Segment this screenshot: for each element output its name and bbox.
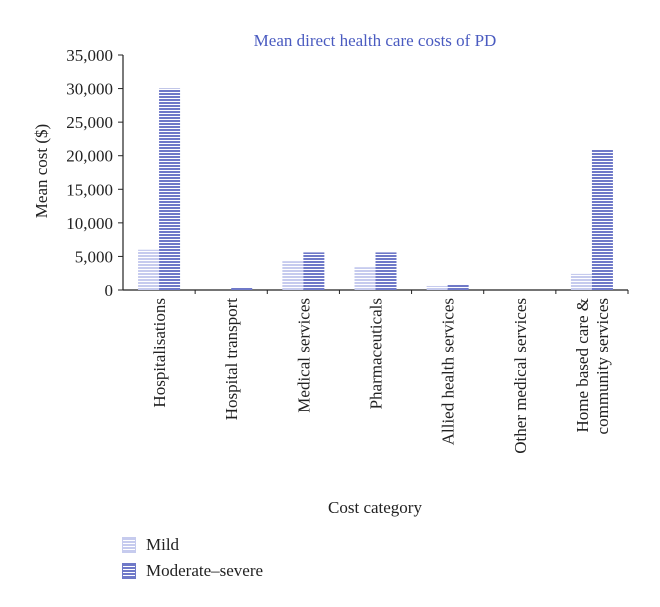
bar-moderate-severe-medical-services xyxy=(303,252,325,290)
bar-mild-home-based-care-community-services xyxy=(570,273,592,290)
y-tick-label: 15,000 xyxy=(66,180,113,199)
legend-item-mild: Mild xyxy=(122,532,263,558)
x-tick-label-medical-services: Medical services xyxy=(294,298,313,413)
bar-moderate-severe-home-based-care-community-services xyxy=(591,149,613,290)
y-axis-label: Mean cost ($) xyxy=(32,124,51,218)
x-tick-label-allied-health-services: Allied health services xyxy=(439,298,458,445)
x-tick-label-hospitalisations: Hospitalisations xyxy=(150,298,169,408)
y-tick-label: 25,000 xyxy=(66,113,113,132)
legend: Mild Moderate–severe xyxy=(122,532,263,584)
y-tick-label: 10,000 xyxy=(66,214,113,233)
bar-mild-allied-health-services xyxy=(426,285,448,290)
y-tick-label: 20,000 xyxy=(66,147,113,166)
x-tick-label-hospital-transport: Hospital transport xyxy=(222,298,241,421)
chart-title: Mean direct health care costs of PD xyxy=(254,31,497,50)
y-tick-label: 35,000 xyxy=(66,46,113,65)
x-tick-label-pharmaceuticals: Pharmaceuticals xyxy=(367,298,386,409)
y-tick-label: 5,000 xyxy=(75,247,113,266)
bar-moderate-severe-pharmaceuticals xyxy=(375,252,397,290)
legend-label-moderate-severe: Moderate–severe xyxy=(146,561,264,580)
bar-moderate-severe-hospital-transport xyxy=(231,287,253,290)
legend-item-moderate-severe: Moderate–severe xyxy=(122,558,263,584)
legend-label-mild: Mild xyxy=(146,535,180,554)
bar-mild-medical-services xyxy=(282,261,304,290)
x-tick-label-home-based-care-community-services: Home based care &community services xyxy=(573,298,612,434)
bar-mild-pharmaceuticals xyxy=(354,267,376,290)
bar-moderate-severe-allied-health-services xyxy=(447,284,469,290)
legend-swatch-moderate-severe xyxy=(122,563,136,579)
y-tick-label: 0 xyxy=(105,281,114,300)
bar-mild-hospitalisations xyxy=(138,249,160,290)
x-tick-label-other-medical-services: Other medical services xyxy=(511,298,530,454)
bar-moderate-severe-hospitalisations xyxy=(159,88,181,290)
legend-swatch-mild xyxy=(122,537,136,553)
x-axis-label: Cost category xyxy=(328,498,422,517)
y-tick-label: 30,000 xyxy=(66,80,113,99)
